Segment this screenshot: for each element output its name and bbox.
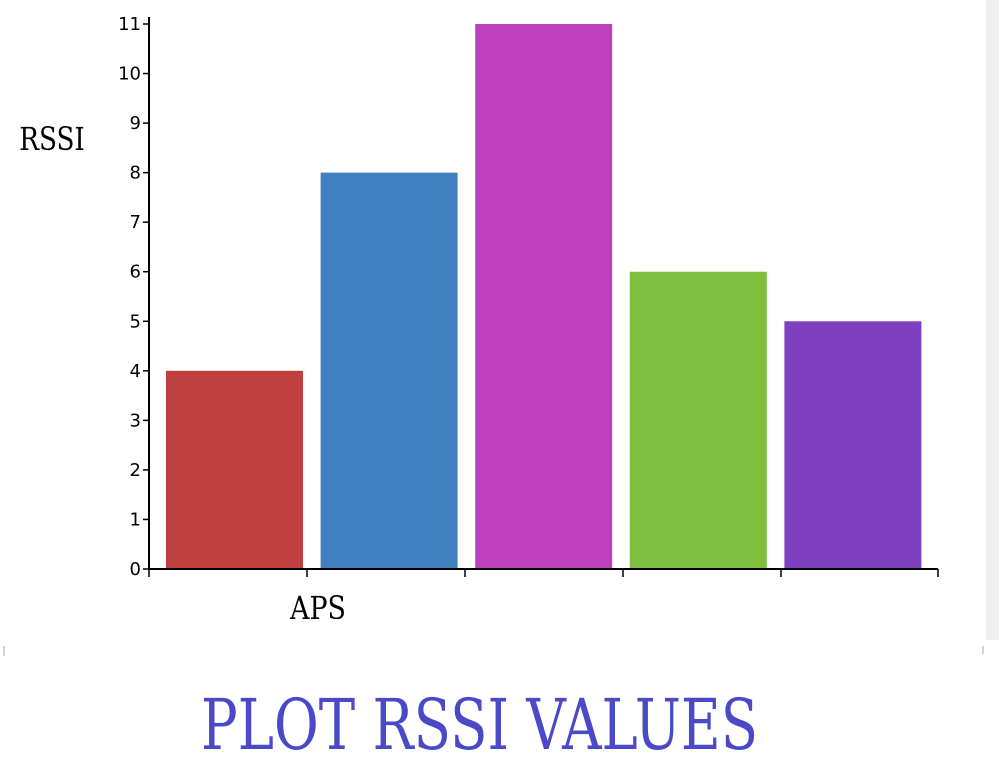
y-tick-label: 11 <box>118 14 141 35</box>
bar-4 <box>629 271 767 569</box>
bar-chart: 0 1 2 3 4 5 6 7 8 9 10 11 RSSI APS <box>19 14 939 627</box>
y-tick-label: 7 <box>130 212 141 233</box>
frame-right-edge <box>986 0 999 640</box>
bar-5 <box>784 321 922 569</box>
y-tick-label: 1 <box>130 509 141 530</box>
y-tick-label: 4 <box>130 361 141 382</box>
y-axis-label: RSSI <box>19 120 85 157</box>
bar-1 <box>166 370 303 569</box>
chart-area: 0 1 2 3 4 5 6 7 8 9 10 11 RSSI APS <box>19 14 939 627</box>
y-tick-label: 6 <box>130 262 141 283</box>
y-tick-label: 9 <box>130 113 141 134</box>
y-tick-label: 0 <box>130 559 141 580</box>
frame-left-edge <box>3 646 5 656</box>
y-tick-label: 5 <box>130 311 141 332</box>
y-tick-label: 8 <box>130 163 141 184</box>
y-tick-label: 2 <box>130 460 141 481</box>
chart-title: PLOT RSSI VALUES <box>200 684 759 766</box>
x-axis-label: APS <box>289 590 346 627</box>
frame-right-mark <box>982 646 984 654</box>
bar-3 <box>475 24 613 569</box>
y-tick-label: 3 <box>130 410 141 431</box>
y-tick-label: 10 <box>118 64 141 85</box>
bar-2 <box>320 172 458 570</box>
